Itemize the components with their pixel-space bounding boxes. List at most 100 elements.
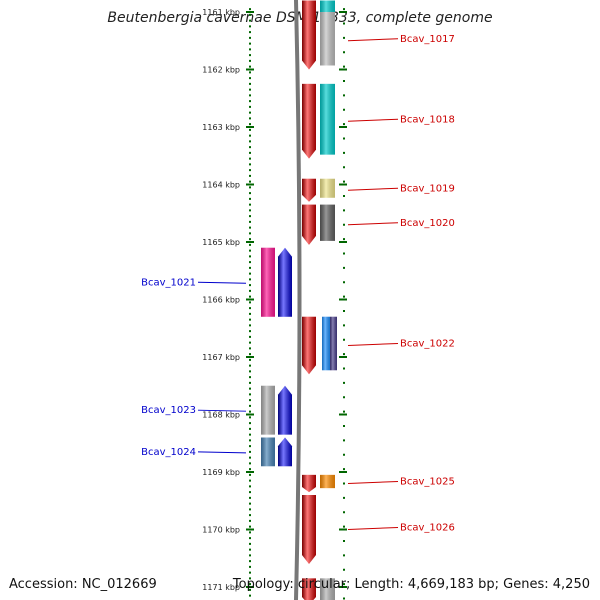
cog-bar-shading: [261, 385, 275, 435]
axis-minor-tick: [249, 220, 251, 223]
axis-minor-tick: [249, 364, 251, 367]
axis-minor-tick: [249, 416, 251, 419]
axis-minor-tick: [249, 36, 251, 39]
axis-right-minor-tick: [343, 568, 345, 571]
axis-minor-tick: [249, 588, 251, 591]
gene-label-leader: [347, 481, 399, 484]
axis-right-minor-tick: [343, 108, 345, 111]
axis-right-minor-tick: [343, 295, 345, 298]
axis-minor-tick: [249, 479, 251, 482]
gene-label-leader: [347, 187, 399, 191]
axis-minor-tick: [249, 163, 251, 166]
axis-minor-tick: [249, 312, 251, 315]
gene-arrow-plus-shading: [302, 204, 316, 245]
axis-right-minor-tick: [343, 482, 345, 485]
axis-minor-tick: [249, 249, 251, 252]
axis-minor-tick: [249, 226, 251, 229]
axis-right-minor-tick: [343, 583, 345, 586]
axis-right-minor-tick: [343, 410, 345, 413]
gene-arrow-minus-shading: [278, 247, 292, 317]
gene-label[interactable]: Bcav_1024: [141, 447, 196, 458]
axis-minor-tick: [249, 502, 251, 505]
genome-title: Beutenbergia cavernae DSM 12333, complet…: [107, 10, 493, 26]
axis-minor-tick: [249, 353, 251, 356]
gene-label[interactable]: Bcav_1019: [400, 183, 455, 194]
axis-right-minor-tick: [343, 94, 345, 97]
axis-minor-tick: [249, 174, 251, 177]
axis-minor-tick: [249, 54, 251, 57]
axis-minor-tick: [249, 537, 251, 540]
axis-minor-tick: [249, 134, 251, 137]
axis-tick-label: 1170 kbp: [202, 526, 240, 535]
axis-minor-tick: [249, 123, 251, 126]
axis-minor-tick: [249, 577, 251, 580]
axis-minor-tick: [249, 13, 251, 16]
axis-minor-tick: [249, 59, 251, 62]
axis-minor-tick: [249, 25, 251, 28]
axis-tick-label: 1162 kbp: [202, 66, 240, 75]
axis-minor-tick: [249, 307, 251, 310]
axis-right-minor-tick: [343, 252, 345, 255]
gene-labels: Bcav_1017 Bcav_1018 Bcav_1019 Bcav_1020 Bcav…: [141, 34, 455, 534]
gene-arrow-plus-shading: [302, 12, 316, 70]
coordinate-axis: 1161 kbp 1162 kbp 1163 kbp 1164 kbp 1165 kbp…: [202, 8, 347, 600]
axis-minor-tick: [249, 548, 251, 551]
gene-label[interactable]: Bcav_1023: [141, 405, 196, 416]
axis-minor-tick: [249, 100, 251, 103]
axis-minor-tick: [249, 427, 251, 430]
axis-minor-tick: [249, 192, 251, 195]
gene-arrow-plus-shading: [302, 83, 316, 159]
gene-label[interactable]: Bcav_1022: [400, 339, 455, 350]
axis-right-minor-tick: [343, 540, 345, 542]
axis-right-minor-tick: [343, 65, 345, 68]
axis-minor-tick: [249, 301, 251, 304]
gene-arrow-plus-shading: [302, 578, 316, 600]
gene-label[interactable]: Bcav_1026: [400, 523, 455, 534]
gene-label-leader: [347, 118, 399, 122]
gene-label-leader: [347, 38, 399, 42]
axis-right-minor-tick: [343, 223, 345, 226]
axis-minor-tick: [249, 169, 251, 172]
axis-right-minor-tick: [343, 310, 345, 312]
axis-right-minor-tick: [343, 137, 345, 140]
axis-right-minor-tick: [343, 281, 345, 284]
axis-minor-tick: [249, 381, 251, 384]
axis-right-minor-tick: [343, 353, 345, 356]
axis-right-minor-tick: [343, 338, 345, 341]
axis-right-minor-tick: [343, 266, 345, 269]
axis-right-minor-tick: [343, 439, 345, 442]
gene-label[interactable]: Bcav_1025: [400, 477, 455, 488]
axis-minor-tick: [249, 404, 251, 407]
axis-tick-label: 1169 kbp: [202, 468, 240, 477]
axis-minor-tick: [249, 387, 251, 390]
axis-right-minor-tick: [343, 468, 345, 471]
gene-label[interactable]: Bcav_1021: [141, 277, 196, 288]
axis-right-minor-tick: [343, 209, 345, 212]
axis-minor-tick: [249, 105, 251, 108]
axis-minor-tick: [249, 393, 251, 396]
cog-bar-shading: [320, 178, 335, 198]
axis-minor-tick: [249, 82, 251, 85]
axis-minor-tick: [249, 330, 251, 333]
axis-minor-tick: [249, 462, 251, 465]
cog-bar-shading: [320, 578, 335, 600]
axis-minor-tick: [249, 422, 251, 425]
axis-minor-tick: [249, 77, 251, 80]
axis-right-minor-tick: [343, 123, 345, 126]
axis-right-minor-tick: [343, 381, 345, 384]
cog-bar-shading: [330, 316, 337, 371]
gene-arrow-plus-shading: [302, 178, 316, 202]
axis-right-minor-tick: [343, 151, 345, 154]
gene-label[interactable]: Bcav_1018: [400, 114, 455, 125]
axis-minor-tick: [249, 445, 251, 448]
cog-bar-shading: [261, 437, 275, 467]
axis-minor-tick: [249, 491, 251, 494]
axis-minor-tick: [249, 318, 251, 321]
axis-right-minor-tick: [343, 511, 345, 514]
axis-minor-tick: [249, 261, 251, 264]
axis-minor-tick: [249, 215, 251, 218]
gene-label[interactable]: Bcav_1017: [400, 34, 455, 45]
axis-right-minor-tick: [343, 396, 345, 399]
axis-tick-label: 1163 kbp: [202, 123, 240, 132]
gene-label[interactable]: Bcav_1020: [400, 218, 455, 229]
